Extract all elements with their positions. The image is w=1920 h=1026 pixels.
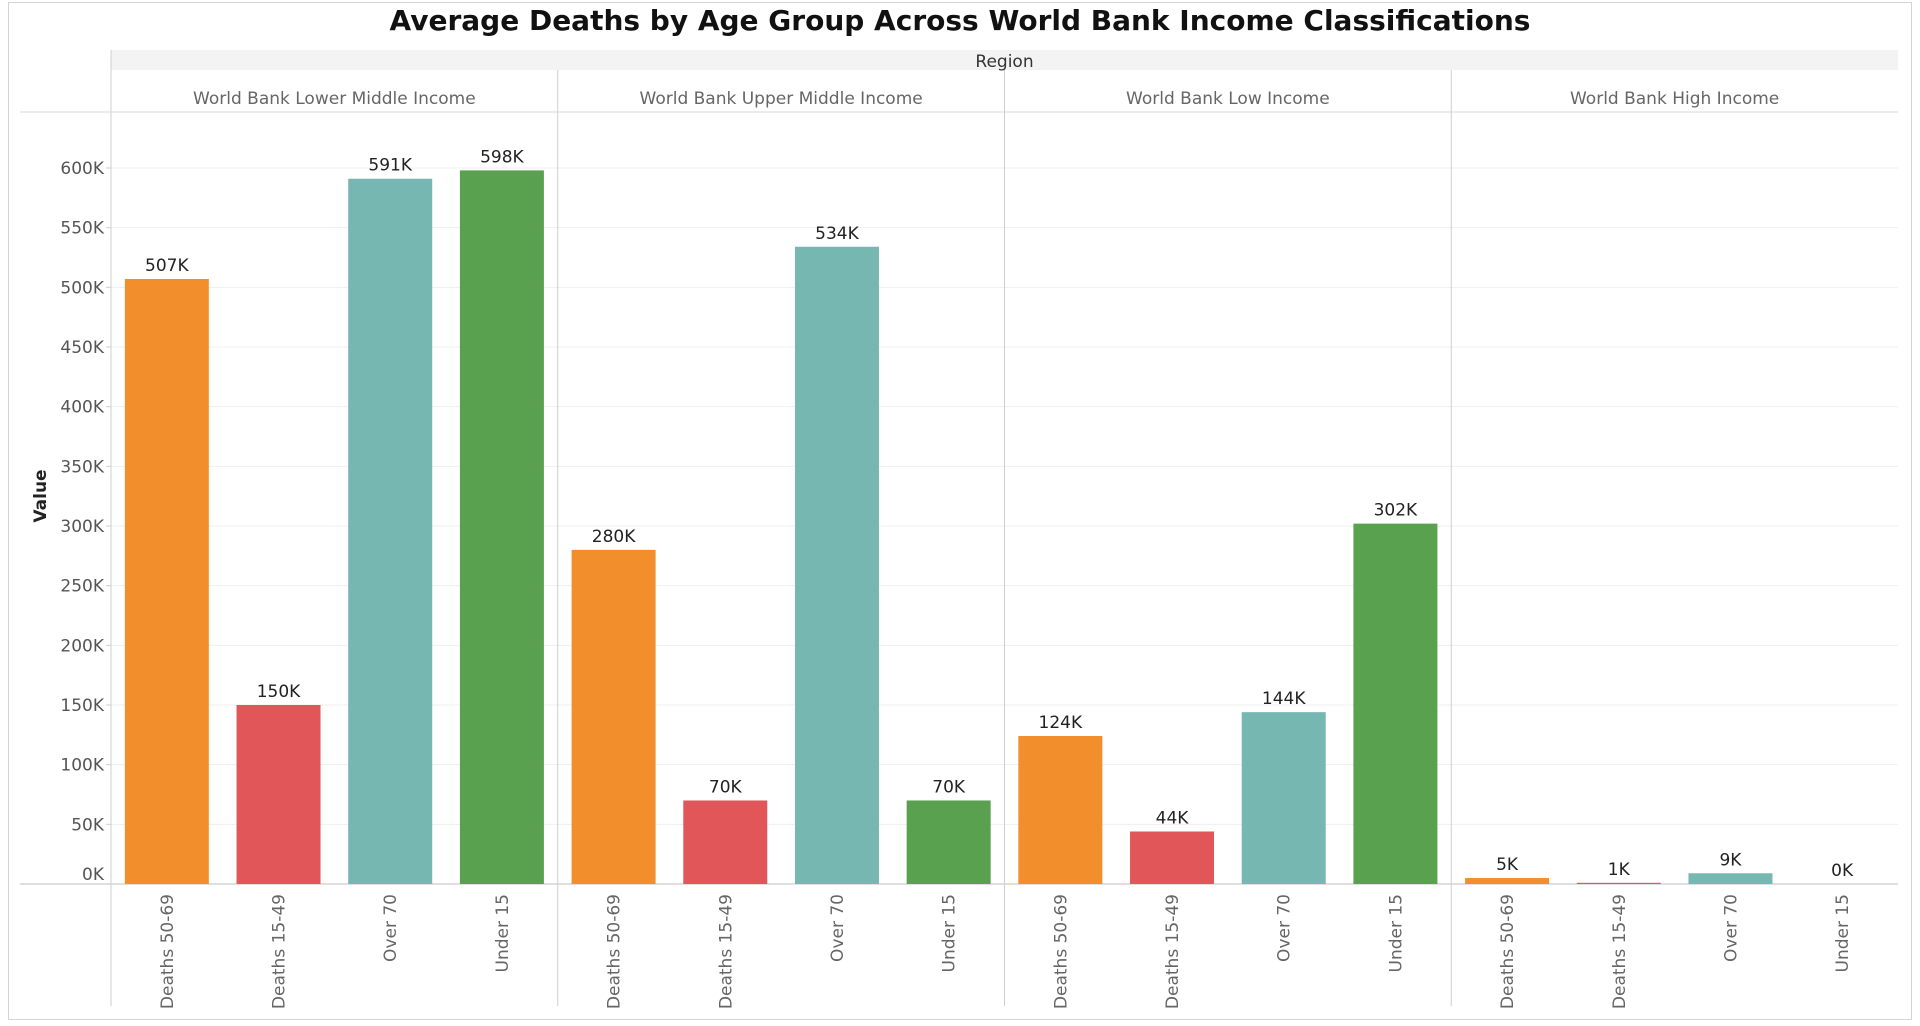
x-tick-label-world-bank-lower-middle-income-deaths-50-69: Deaths 50-69 [158,894,178,1009]
column-header-band [111,50,1898,70]
data-label-world-bank-lower-middle-income-over-70: 591K [368,156,412,176]
bar-world-bank-upper-middle-income-under-15 [906,800,991,884]
y-tick-label-300k: 300K [60,517,104,537]
data-label-world-bank-upper-middle-income-over-70: 534K [815,224,859,244]
data-label-world-bank-lower-middle-income-under-15: 598K [480,147,524,167]
x-tick-label-world-bank-upper-middle-income-deaths-15-49: Deaths 15-49 [716,894,736,1009]
bar-world-bank-high-income-deaths-50-69 [1465,878,1550,884]
y-tick-label-400k: 400K [60,398,104,418]
x-tick-label-world-bank-low-income-under-15: Under 15 [1386,894,1406,973]
bar-world-bank-lower-middle-income-under-15 [459,170,544,885]
x-tick-label-world-bank-low-income-deaths-15-49: Deaths 15-49 [1163,894,1183,1009]
y-tick-label-150k: 150K [60,696,104,716]
column-header-label: Region [975,52,1033,72]
data-label-world-bank-high-income-under-15: 0K [1831,861,1854,881]
x-tick-label-world-bank-low-income-over-70: Over 70 [1275,894,1295,962]
x-tick-label-world-bank-upper-middle-income-over-70: Over 70 [828,894,848,962]
x-tick-label-world-bank-lower-middle-income-deaths-15-49: Deaths 15-49 [270,894,290,1009]
y-tick-label-250k: 250K [60,577,104,597]
bar-world-bank-upper-middle-income-over-70 [794,246,879,884]
bar-world-bank-upper-middle-income-deaths-50-69 [571,549,656,884]
panel-title-world-bank-high-income: World Bank High Income [1570,89,1779,109]
bar-world-bank-low-income-over-70 [1241,712,1326,884]
chart-title: Average Deaths by Age Group Across World… [389,4,1531,37]
y-tick-label-550k: 550K [60,219,104,239]
data-label-world-bank-high-income-deaths-50-69: 5K [1496,855,1519,875]
x-tick-label-world-bank-lower-middle-income-over-70: Over 70 [381,894,401,962]
bar-world-bank-lower-middle-income-deaths-50-69 [124,278,209,885]
data-label-world-bank-upper-middle-income-under-15: 70K [932,777,966,797]
data-label-world-bank-lower-middle-income-deaths-50-69: 507K [145,256,189,276]
y-tick-label-100k: 100K [60,756,104,776]
y-tick-label-200k: 200K [60,636,104,656]
y-tick-label-500k: 500K [60,278,104,298]
y-tick-label-450k: 450K [60,338,104,358]
y-tick-label-600k: 600K [60,159,104,179]
data-label-world-bank-low-income-over-70: 144K [1262,689,1306,709]
y-axis-label: Value [31,469,51,522]
bar-world-bank-lower-middle-income-over-70 [348,178,433,885]
y-tick-label-350k: 350K [60,457,104,477]
chart-frame [8,2,1912,1020]
bar-world-bank-low-income-deaths-15-49 [1130,831,1215,884]
x-tick-label-world-bank-high-income-under-15: Under 15 [1833,894,1853,973]
bar-world-bank-upper-middle-income-deaths-15-49 [683,800,768,884]
data-label-world-bank-high-income-deaths-15-49: 1K [1608,860,1631,880]
data-label-world-bank-upper-middle-income-deaths-15-49: 70K [709,777,743,797]
bar-world-bank-lower-middle-income-deaths-15-49 [236,705,321,884]
x-tick-label-world-bank-low-income-deaths-50-69: Deaths 50-69 [1051,894,1071,1009]
data-label-world-bank-high-income-over-70: 9K [1719,850,1742,870]
x-tick-label-world-bank-high-income-deaths-15-49: Deaths 15-49 [1610,894,1630,1009]
bar-world-bank-high-income-deaths-15-49 [1576,882,1661,884]
panel-title-world-bank-low-income: World Bank Low Income [1126,89,1330,109]
bar-world-bank-low-income-deaths-50-69 [1018,736,1103,884]
data-label-world-bank-low-income-under-15: 302K [1374,501,1418,521]
panel-title-world-bank-upper-middle-income: World Bank Upper Middle Income [640,89,923,109]
x-tick-label-world-bank-upper-middle-income-under-15: Under 15 [940,894,960,973]
data-label-world-bank-low-income-deaths-15-49: 44K [1156,808,1190,828]
data-label-world-bank-low-income-deaths-50-69: 124K [1039,713,1083,733]
x-tick-label-world-bank-high-income-over-70: Over 70 [1721,894,1741,962]
x-tick-label-world-bank-lower-middle-income-under-15: Under 15 [493,894,513,973]
y-tick-label-0k: 0K [82,865,105,885]
x-tick-label-world-bank-upper-middle-income-deaths-50-69: Deaths 50-69 [605,894,625,1009]
x-tick-label-world-bank-high-income-deaths-50-69: Deaths 50-69 [1498,894,1518,1009]
data-label-world-bank-upper-middle-income-deaths-50-69: 280K [592,527,636,547]
panel-title-world-bank-lower-middle-income: World Bank Lower Middle Income [193,89,476,109]
y-tick-label-50k: 50K [71,815,105,835]
bar-world-bank-high-income-over-70 [1688,873,1773,884]
bar-world-bank-low-income-under-15 [1353,523,1438,884]
data-label-world-bank-lower-middle-income-deaths-15-49: 150K [257,682,301,702]
